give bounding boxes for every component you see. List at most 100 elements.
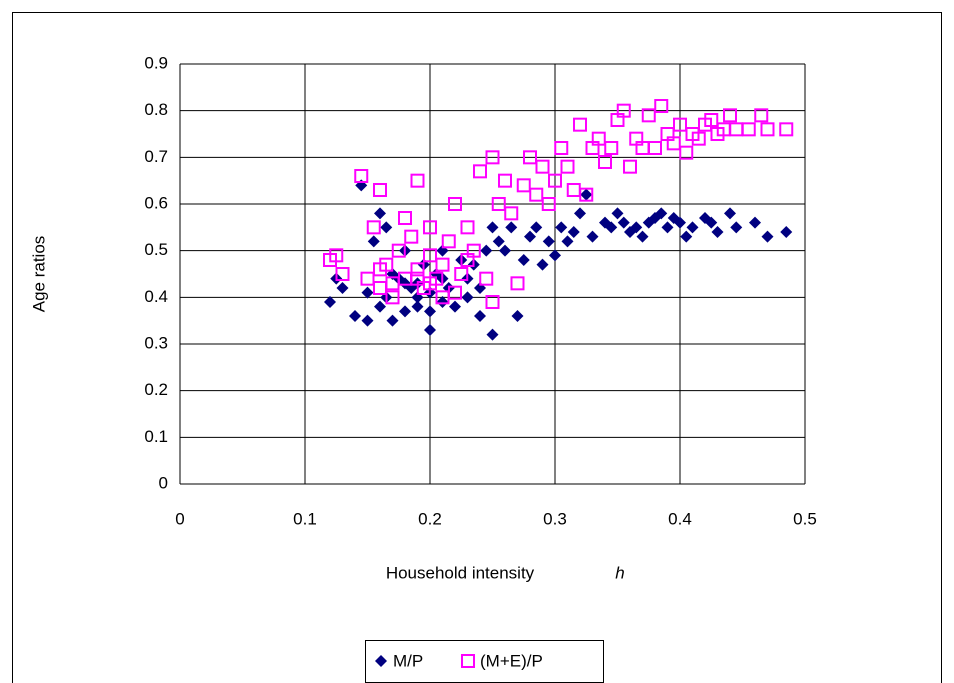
data-point — [505, 221, 518, 234]
data-point — [486, 328, 499, 341]
data-point — [554, 141, 569, 155]
data-point — [404, 229, 419, 244]
x-tick-label: 0.5 — [793, 509, 817, 528]
data-point — [373, 262, 387, 277]
data-point — [510, 276, 525, 291]
data-point — [530, 221, 543, 234]
data-point — [498, 173, 512, 188]
data-point — [574, 207, 586, 220]
data-point — [435, 257, 450, 272]
data-point — [504, 206, 519, 221]
data-point — [424, 305, 436, 318]
data-point — [410, 173, 425, 188]
data-point — [454, 267, 469, 281]
data-point — [391, 243, 406, 258]
legend-marker — [461, 654, 475, 668]
data-point — [636, 230, 649, 243]
data-point — [460, 220, 475, 235]
data-point — [423, 220, 437, 235]
data-point — [386, 314, 399, 327]
data-point — [536, 258, 549, 271]
data-point — [591, 131, 606, 146]
data-point — [479, 271, 494, 286]
data-point — [655, 207, 668, 220]
data-point — [367, 235, 380, 248]
y-tick-label: 0 — [159, 473, 168, 492]
data-point — [555, 221, 568, 234]
legend — [365, 640, 604, 683]
data-point — [441, 234, 456, 249]
data-point — [516, 178, 531, 193]
data-point — [654, 99, 669, 113]
data-point — [374, 207, 386, 220]
y-tick-label: 0.5 — [144, 240, 168, 259]
data-point — [385, 290, 400, 305]
data-point — [523, 150, 537, 165]
data-point — [704, 113, 719, 127]
data-point — [605, 221, 618, 234]
data-point — [524, 230, 536, 243]
data-point — [648, 141, 662, 155]
data-point — [741, 122, 756, 137]
data-point — [661, 221, 674, 234]
data-point — [480, 244, 493, 257]
data-point — [535, 159, 550, 174]
data-point — [410, 271, 425, 286]
data-point — [324, 296, 336, 308]
data-point — [586, 230, 599, 243]
data-point — [567, 226, 580, 238]
data-point — [761, 230, 774, 243]
data-point — [673, 117, 687, 132]
x-tick-label: 0.1 — [293, 509, 317, 528]
data-point — [335, 267, 350, 281]
data-point — [361, 286, 374, 299]
data-point — [485, 150, 500, 165]
y-tick-label: 0.3 — [144, 333, 168, 352]
data-point — [749, 216, 761, 229]
data-point — [511, 310, 524, 322]
y-tick-label: 0.9 — [144, 53, 168, 72]
data-point — [730, 221, 743, 234]
data-point — [630, 221, 643, 234]
data-point — [398, 211, 412, 225]
data-point — [604, 141, 619, 155]
data-point — [541, 197, 556, 211]
data-point — [623, 159, 637, 174]
data-point — [548, 173, 562, 188]
data-point — [474, 310, 486, 322]
legend-label: (M+E)/P — [480, 651, 543, 670]
data-point — [560, 159, 575, 174]
y-tick-label: 0.4 — [144, 287, 168, 306]
data-point — [410, 262, 425, 277]
data-point — [485, 295, 500, 309]
legend-marker — [375, 655, 387, 667]
data-point — [641, 108, 656, 123]
data-point — [399, 305, 411, 318]
y-tick-label: 0.8 — [144, 100, 168, 119]
data-point — [486, 221, 499, 234]
data-point — [349, 310, 361, 322]
data-point — [754, 108, 769, 123]
legend-label: M/P — [393, 651, 423, 670]
x-tick-label: 0.2 — [418, 509, 442, 528]
data-point — [380, 221, 393, 234]
data-point — [711, 226, 724, 238]
data-point — [448, 197, 462, 211]
data-point — [448, 285, 462, 300]
data-point — [517, 254, 530, 266]
data-point — [724, 207, 736, 220]
y-tick-label: 0.2 — [144, 380, 168, 399]
y-tick-label: 0.7 — [144, 147, 168, 166]
data-point — [491, 197, 506, 211]
y-tick-label: 0.1 — [144, 427, 168, 446]
data-point — [573, 117, 587, 132]
y-tick-label: 0.6 — [144, 193, 168, 212]
data-point — [460, 253, 475, 267]
data-point — [674, 216, 686, 229]
x-axis-label: Household intensity — [386, 563, 535, 582]
x-tick-label: 0.3 — [543, 509, 567, 528]
data-point — [424, 324, 436, 336]
data-point — [705, 216, 718, 229]
